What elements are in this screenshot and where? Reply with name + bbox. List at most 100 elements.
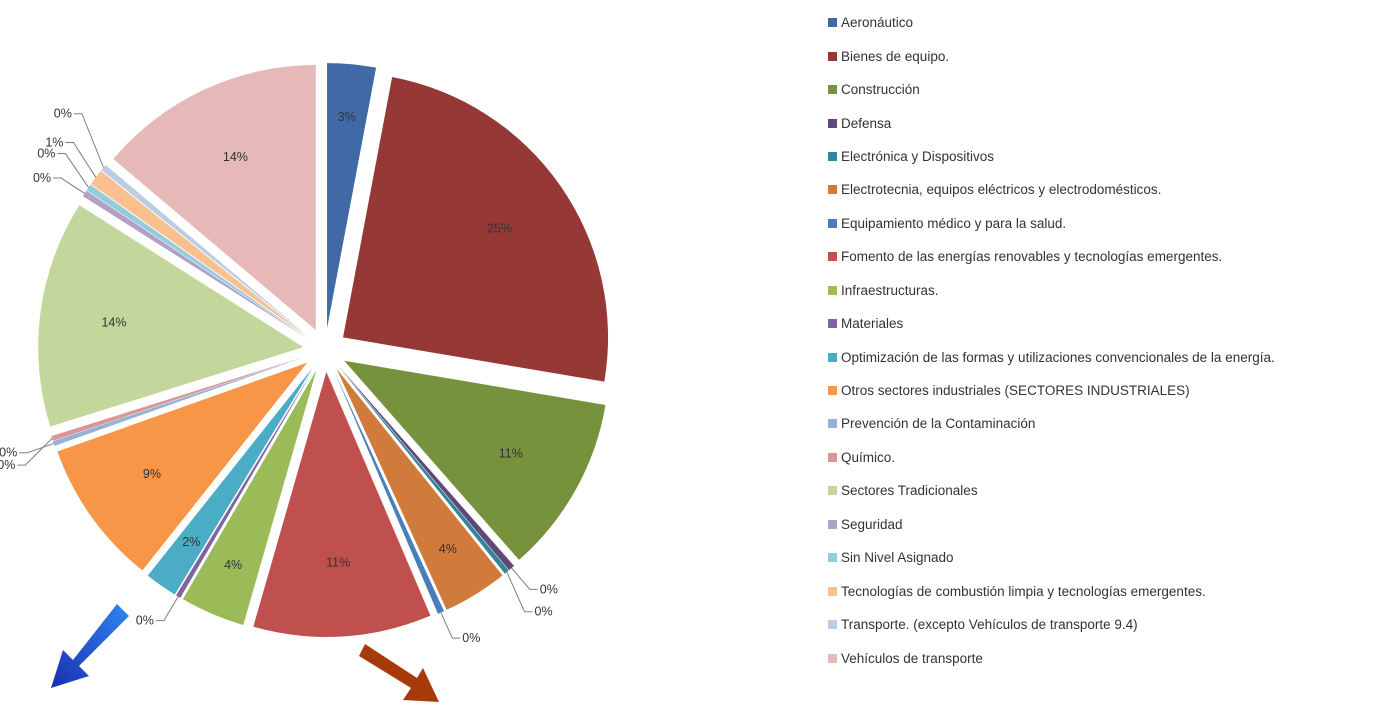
pie-slice-infraestructuras	[182, 370, 317, 625]
leader-line-electronica-y-dispositivos	[506, 571, 533, 613]
data-label-tecnologias-de-combustion-limpia-y-tecnologias-emergentes: 1%	[45, 135, 63, 149]
leader-line-materiales	[155, 596, 179, 622]
legend-item-aeronautico: Aeronáutico	[828, 6, 1275, 39]
legend-label: Infraestructuras.	[841, 282, 939, 298]
legend-label: Sin Nivel Asignado	[841, 550, 954, 566]
data-label-defensa: 0%	[540, 582, 558, 596]
data-label-materiales: 0%	[136, 614, 154, 628]
data-label-prevencion-de-la-contaminacion: 0%	[0, 446, 17, 460]
leader-line-equipamiento-medico-y-para-la-salud	[440, 612, 461, 639]
data-label-sectores-tradicionales: 14%	[101, 315, 126, 329]
blue-arrow	[51, 604, 129, 688]
legend-swatch	[828, 218, 837, 228]
legend-item-infraestructuras: Infraestructuras.	[828, 274, 1275, 307]
data-label-fomento-de-las-energias-renovables-y-tecnologias-emergentes: 11%	[326, 555, 350, 569]
pie-slice-vehiculos-de-transporte	[113, 65, 316, 331]
legend-item-prevencion-de-la-contaminacion: Prevención de la Contaminación	[828, 407, 1275, 440]
legend-item-vehiculos-de-transporte: Vehículos de transporte	[828, 641, 1275, 674]
legend-item-seguridad: Seguridad	[828, 508, 1275, 541]
pie-slice-electrotecnia-equipos-electricos-y-electrodomesticos	[336, 368, 503, 610]
pie-slice-seguridad	[82, 190, 307, 338]
pie-slice-fomento-de-las-energias-renovables-y-tecnologias-emergentes	[253, 371, 431, 637]
legend-swatch	[828, 553, 837, 563]
pie-chart: 3%25%11%0%0%4%0%11%4%0%2%9%0%0%14%0%0%1%…	[0, 63, 609, 645]
data-label-sin-nivel-asignado: 0%	[37, 147, 55, 161]
legend-swatch	[828, 519, 837, 529]
pie-slices	[38, 63, 609, 637]
legend-label: Defensa	[841, 115, 892, 131]
legend-item-transporte-excepto-vehiculos-de-transporte-9-4: Transporte. (excepto Vehículos de transp…	[828, 608, 1275, 641]
pie-slice-optimizacion-de-las-formas-y-utilizaciones-convencionales-de-la-energia	[147, 368, 313, 595]
pie-slice-quimico	[51, 356, 305, 441]
legend-swatch	[828, 51, 837, 61]
pie-slice-materiales	[176, 368, 314, 598]
legend-label: Vehículos de transporte	[841, 650, 983, 666]
legend-label: Optimización de las formas y utilizacion…	[841, 349, 1275, 365]
pie-slice-defensa	[339, 366, 515, 571]
pie-slice-electronica-y-dispositivos	[338, 367, 509, 574]
legend-item-fomento-de-las-energias-renovables-y-tecnologias-emergentes: Fomento de las energías renovables y tec…	[828, 240, 1275, 273]
pie-slice-aeronautico	[327, 63, 377, 329]
legend-swatch	[828, 85, 837, 95]
legend-swatch	[828, 319, 837, 329]
data-labels: 3%25%11%0%0%4%0%11%4%0%2%9%0%0%14%0%0%1%…	[0, 107, 558, 645]
pie-slice-tecnologias-de-combustion-limpia-y-tecnologias-emergentes	[90, 170, 308, 337]
legend-swatch	[828, 452, 837, 462]
legend-label: Aeronáutico	[841, 15, 914, 31]
legend-item-equipamiento-medico-y-para-la-salud: Equipamiento médico y para la salud.	[828, 207, 1275, 240]
leader-line-seguridad	[53, 177, 85, 194]
legend-label: Electrónica y Dispositivos	[841, 148, 995, 164]
legend-label: Tecnologías de combustión limpia y tecno…	[841, 583, 1206, 599]
data-label-seguridad: 0%	[33, 171, 51, 185]
leader-line-defensa	[511, 567, 538, 590]
legend-item-defensa: Defensa	[828, 106, 1275, 139]
legend-label: Prevención de la Contaminación	[841, 416, 1036, 432]
legend-swatch	[828, 185, 837, 195]
legend-label: Materiales	[841, 316, 904, 332]
legend-label: Equipamiento médico y para la salud.	[841, 215, 1067, 231]
leader-line-tecnologias-de-combustion-limpia-y-tecnologias-emergentes	[65, 141, 97, 178]
data-label-equipamiento-medico-y-para-la-salud: 0%	[462, 631, 480, 645]
leader-line-sin-nivel-asignado	[57, 153, 89, 188]
legend-label: Transporte. (excepto Vehículos de transp…	[841, 617, 1138, 633]
data-label-vehiculos-de-transporte: 14%	[223, 150, 248, 164]
data-label-electronica-y-dispositivos: 0%	[535, 605, 553, 619]
data-label-construccion: 11%	[499, 447, 523, 461]
leader-line-transporte-excepto-vehiculos-de-transporte-9-4	[73, 113, 104, 168]
legend-item-materiales: Materiales	[828, 307, 1275, 340]
legend-swatch	[828, 386, 837, 396]
legend-label: Fomento de las energías renovables y tec…	[841, 249, 1223, 265]
legend-label: Electrotecnia, equipos eléctricos y elec…	[841, 182, 1162, 198]
legend-item-optimizacion-de-las-formas-y-utilizaciones-convencionales-de-la-energia: Optimización de las formas y utilizacion…	[828, 340, 1275, 373]
legend-item-sin-nivel-asignado: Sin Nivel Asignado	[828, 541, 1275, 574]
brown-arrow	[359, 644, 439, 702]
data-label-infraestructuras: 4%	[224, 558, 242, 572]
data-label-optimizacion-de-las-formas-y-utilizaciones-convencionales-de-la-energia: 2%	[182, 535, 200, 549]
pie-slice-construccion	[344, 360, 606, 560]
leader-lines	[17, 113, 538, 639]
data-label-bienes-de-equipo: 25%	[487, 221, 512, 235]
pie-slice-equipamiento-medico-y-para-la-salud	[333, 370, 444, 614]
legend-label: Bienes de equipo.	[841, 48, 950, 64]
legend-label: Sectores Tradicionales	[841, 483, 978, 499]
leader-line-quimico	[17, 438, 53, 466]
pie-slice-transporte-excepto-vehiculos-de-transporte-9-4	[101, 164, 309, 337]
data-label-electrotecnia-equipos-electricos-y-electrodomesticos: 4%	[439, 542, 457, 556]
pie-slice-bienes-de-equipo	[343, 77, 609, 382]
legend-swatch	[828, 18, 837, 28]
data-label-otros-sectores-industriales-sectores-industriales: 9%	[143, 467, 161, 481]
legend-swatch	[828, 118, 837, 128]
legend-item-sectores-tradicionales: Sectores Tradicionales	[828, 474, 1275, 507]
legend-label: Químico.	[841, 449, 896, 465]
pie-slice-prevencion-de-la-contaminacion	[52, 357, 305, 446]
legend-item-otros-sectores-industriales-sectores-industriales: Otros sectores industriales (SECTORES IN…	[828, 374, 1275, 407]
legend-item-tecnologias-de-combustion-limpia-y-tecnologias-emergentes: Tecnologías de combustión limpia y tecno…	[828, 574, 1275, 607]
pie-slice-otros-sectores-industriales-sectores-industriales	[57, 362, 308, 571]
legend-label: Seguridad	[841, 516, 903, 532]
legend-swatch	[828, 620, 837, 630]
data-label-aeronautico: 3%	[338, 110, 356, 124]
leader-line-prevencion-de-la-contaminacion	[19, 443, 54, 454]
legend-swatch	[828, 252, 837, 262]
legend: Aeronáutico Bienes de equipo. Construcción…	[828, 6, 1275, 675]
legend-item-construccion: Construcción	[828, 73, 1275, 106]
